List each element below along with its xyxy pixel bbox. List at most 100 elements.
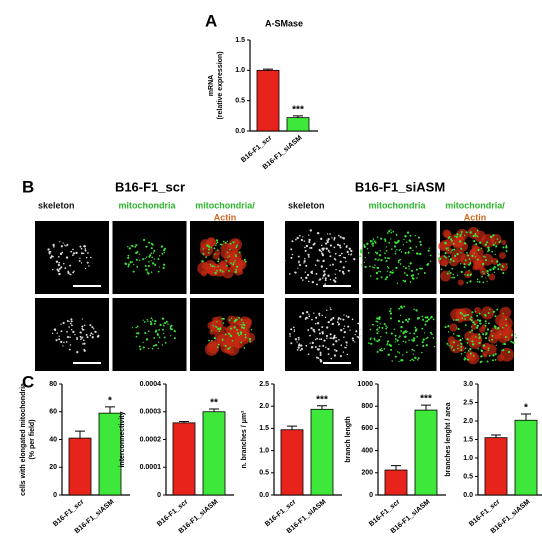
y-tick-label: 0.0 [235,128,245,135]
y-tick-label: 60 [49,409,57,416]
signal [310,271,313,274]
signal [460,247,463,250]
signal [327,274,330,277]
signal [307,329,310,331]
signal [236,244,239,247]
signal [163,325,165,327]
signal [388,241,391,244]
signal [69,264,72,267]
signal [298,338,300,341]
signal [407,251,410,254]
signal [419,252,422,256]
signal [58,261,61,264]
signal [226,251,229,254]
actin [494,331,503,340]
signal [337,318,340,321]
signal [463,266,466,269]
signal [356,336,359,338]
signal [307,255,310,258]
signal [343,330,346,334]
signal [335,336,337,339]
y-axis-label: branches lenght / area [445,402,452,476]
signal [458,334,461,337]
signal [456,252,459,256]
signal [78,259,81,262]
signal [466,313,470,316]
signal [69,344,72,346]
signal [424,332,426,334]
signal [389,308,392,310]
signal [390,229,392,231]
signal [345,341,348,344]
signal [81,327,83,330]
signal [347,315,350,319]
y-tick-label: 0.0004 [140,381,162,388]
image-background [285,221,359,294]
signal [52,243,55,247]
signal [299,344,303,347]
signal [330,337,333,339]
signal [410,241,412,243]
signal [412,339,416,342]
signal [153,322,156,325]
signal [478,312,481,315]
signal [147,330,150,333]
signal [249,340,252,343]
signal [385,249,388,252]
signal [230,262,232,264]
signal [398,361,400,363]
microscopy-image [284,221,359,294]
signal [409,359,412,362]
signal [363,244,366,247]
signal [309,229,312,232]
signal [468,269,470,272]
signal [496,260,499,263]
signal [416,344,418,347]
signal [150,317,153,319]
signal [380,335,382,338]
signal [93,328,95,330]
y-tick-label: 0.0 [259,492,269,499]
signal [215,239,219,242]
signal [83,324,86,327]
signal [238,316,240,319]
signal [372,266,374,268]
signal [343,325,346,327]
signal [352,339,355,342]
signal [450,239,453,242]
signal [414,356,417,360]
actin [229,255,242,268]
signal [229,334,233,338]
signal [307,280,310,283]
signal [416,359,419,361]
signal [244,260,247,263]
signal [144,332,147,334]
y-tick-label: 0 [53,492,57,499]
signal [485,277,487,279]
signal [400,251,403,253]
signal [135,326,137,329]
signal [144,265,147,267]
signal [424,321,427,323]
signal [219,327,222,331]
signal [478,337,481,340]
signal [70,250,73,253]
signal [387,257,390,260]
signal [363,245,366,248]
signal [394,241,397,244]
signal [161,328,164,331]
signal [316,259,319,262]
significance: *** [420,394,432,405]
actin [474,230,486,243]
signal [417,273,420,275]
y-tick-label: 0.0002 [140,436,162,443]
signal [63,341,65,344]
signal [324,283,327,285]
signal [158,266,161,268]
y-tick-label: 0.0 [463,492,473,499]
signal [346,250,349,254]
signal [373,240,376,243]
signal [494,242,497,244]
signal [457,328,460,331]
signal [478,341,481,345]
